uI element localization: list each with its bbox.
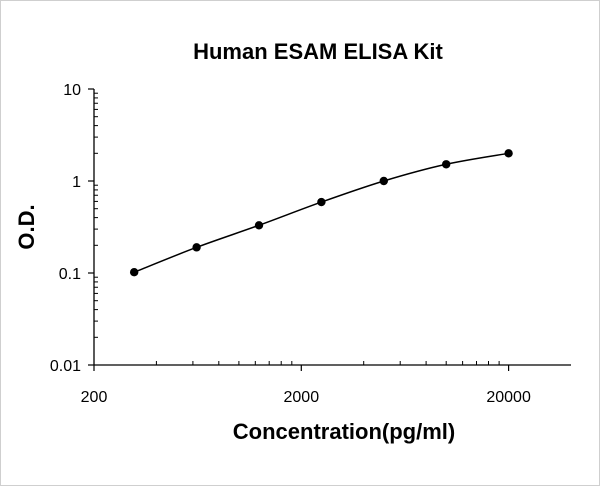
axes: 200 2000 20000 10 1 0.1 0.01 [50, 82, 571, 406]
y-tick-label: 0.01 [50, 358, 81, 375]
data-point [317, 197, 326, 207]
data-point [129, 268, 139, 277]
x-tick-label: 2000 [284, 389, 320, 406]
data-point [192, 243, 201, 252]
data-point [254, 221, 264, 230]
x-axis-label: Concentration(pg/ml) [233, 419, 455, 444]
data-point [504, 149, 513, 158]
data-point [441, 160, 451, 169]
series-line [133, 152, 509, 273]
y-tick-label: 1 [72, 174, 81, 191]
y-axis-label: O.D. [14, 204, 39, 249]
chart-title: Human ESAM ELISA Kit [193, 39, 443, 64]
y-tick-label: 10 [63, 82, 81, 99]
data-point [379, 176, 388, 186]
x-tick-label: 20000 [486, 389, 531, 406]
x-tick-label: 200 [81, 389, 108, 406]
plot-area [129, 149, 513, 277]
y-tick-label: 0.1 [59, 266, 81, 283]
